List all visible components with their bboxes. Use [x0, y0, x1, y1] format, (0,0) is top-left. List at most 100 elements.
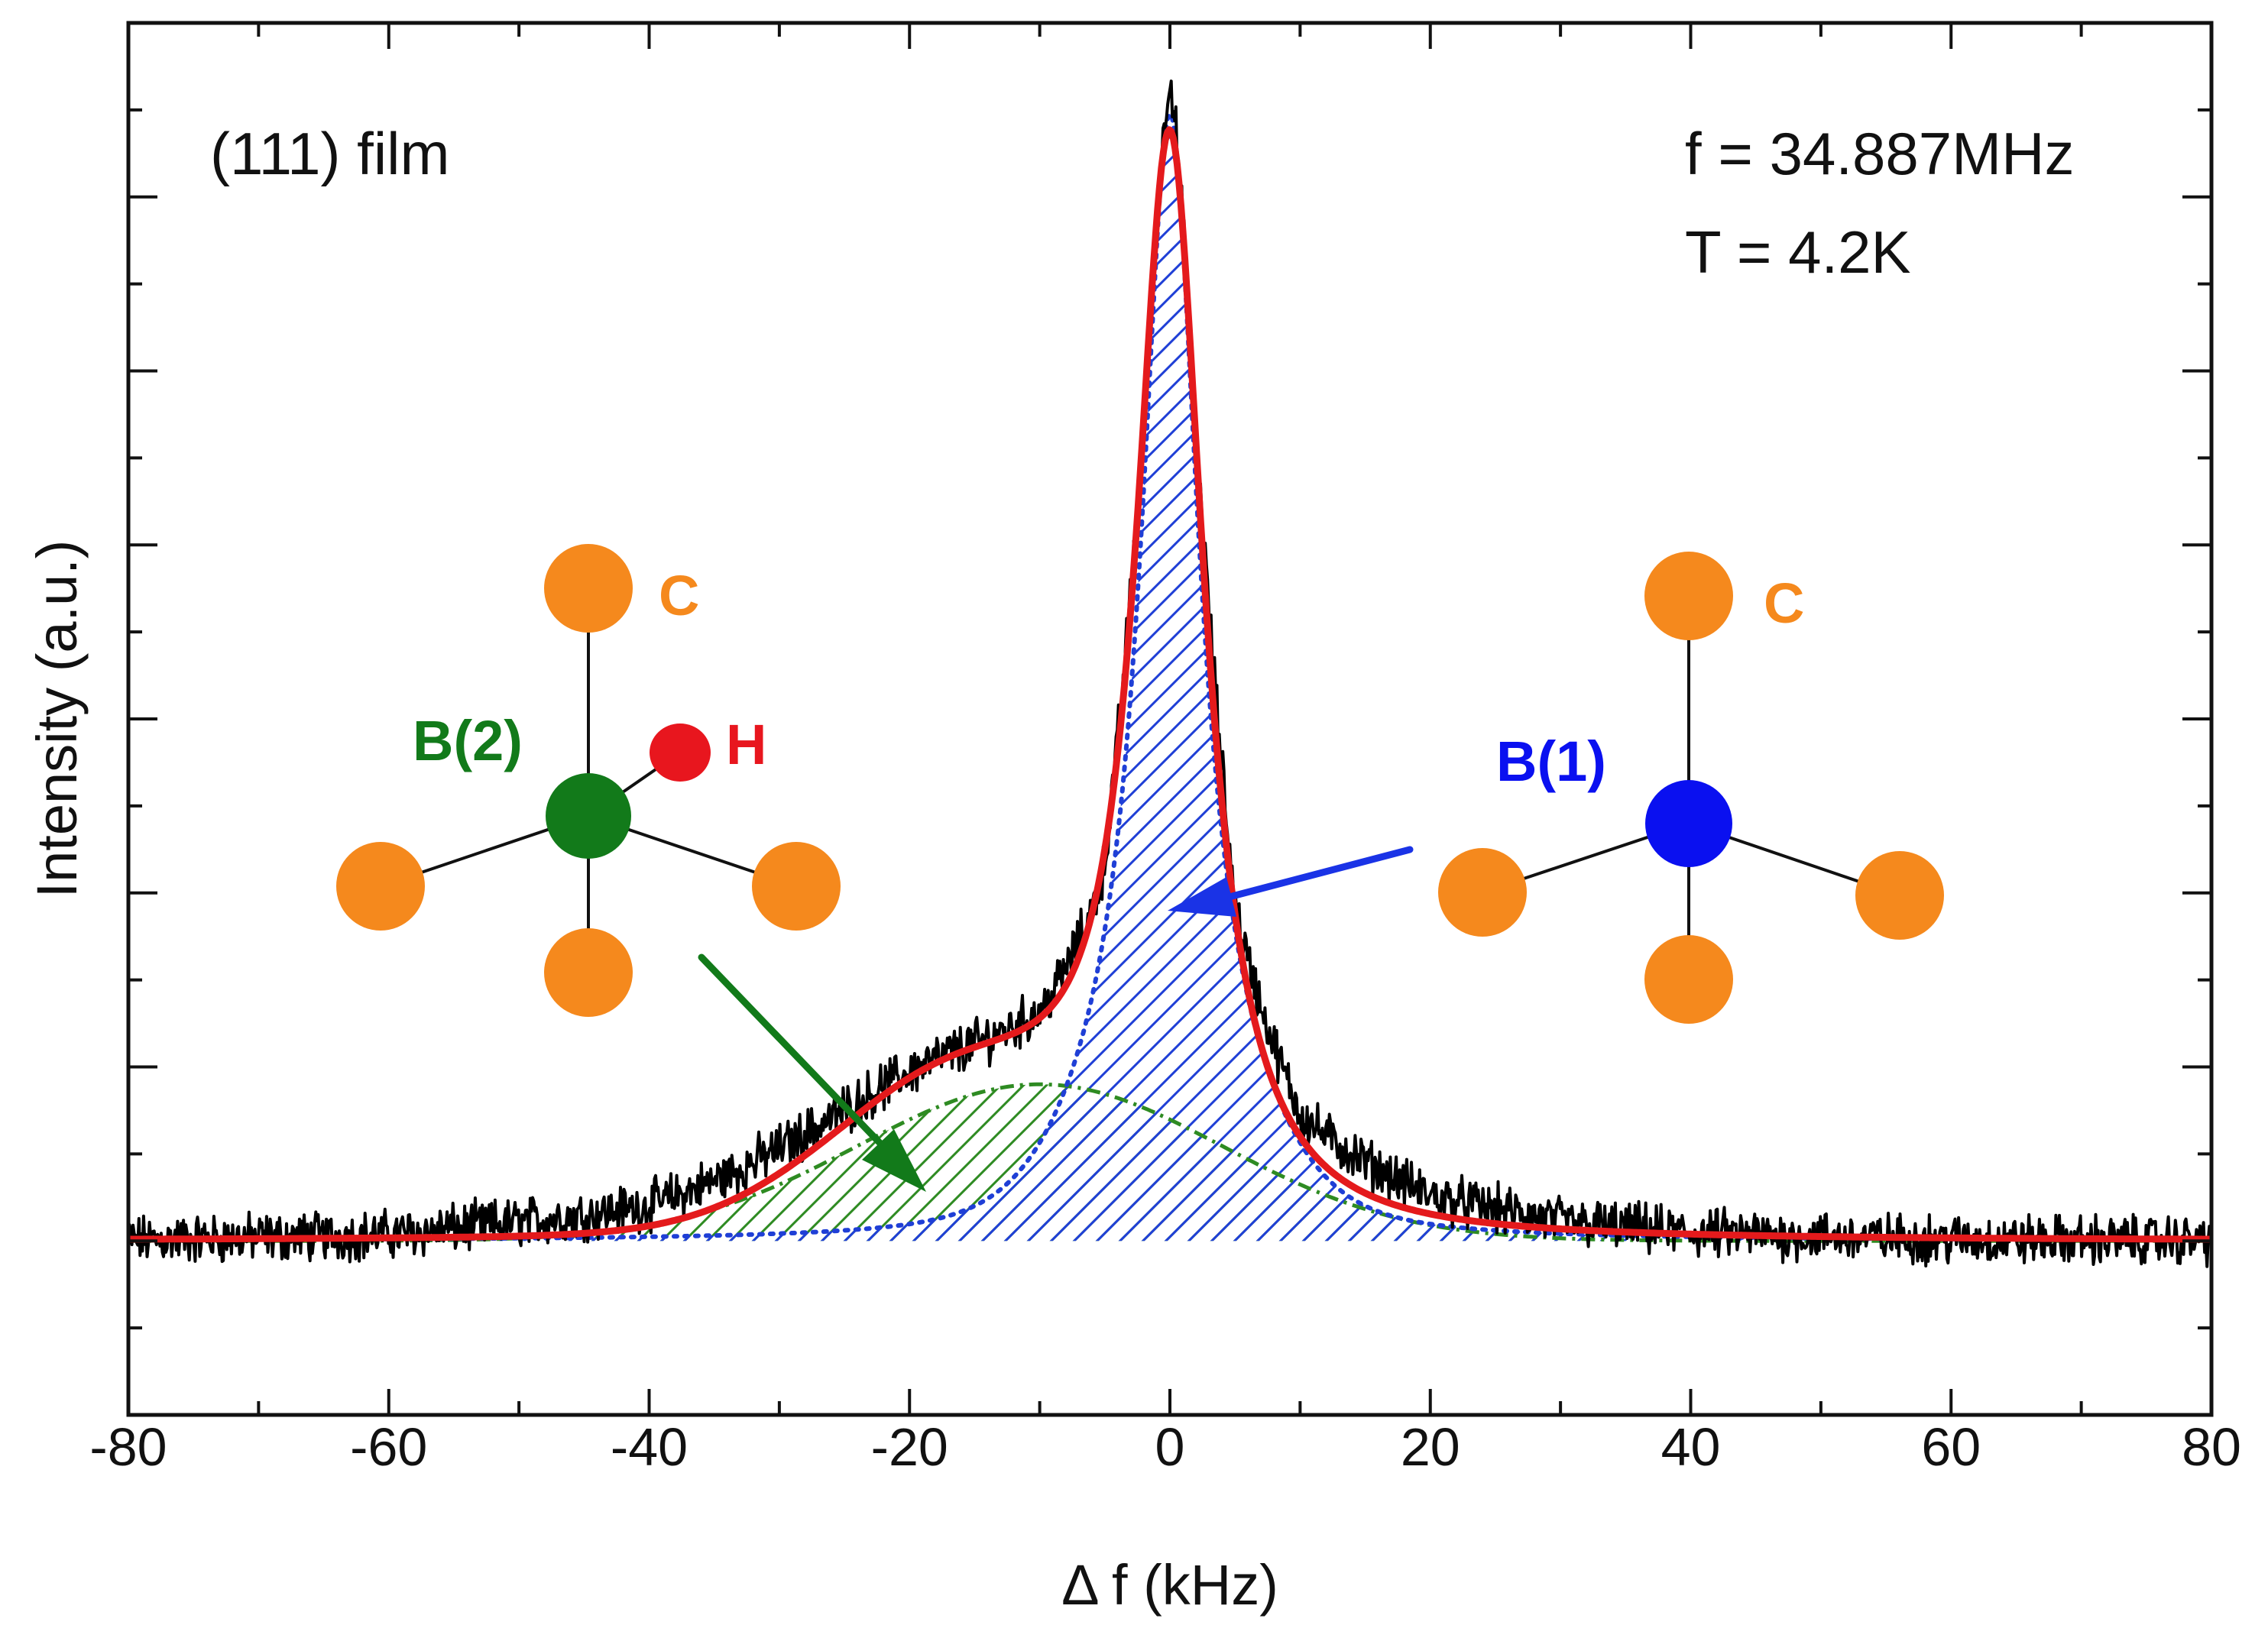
- b1-hatch-line: [1015, 113, 2211, 1241]
- carbon-atom-left: [336, 842, 425, 931]
- b2-hatch-line: [1152, 1084, 1843, 1241]
- b2-hatch-line: [992, 1084, 1683, 1241]
- b1-hatch-line: [877, 113, 2211, 1241]
- x-tick-label: 20: [1401, 1417, 1460, 1477]
- b2-hatch-line: [167, 1084, 857, 1241]
- b2-hatch-line: [1244, 1084, 1935, 1241]
- b2-molecule: C H B(2): [336, 544, 841, 1017]
- b2-label: B(2): [413, 709, 523, 772]
- b1-hatch-line: [2161, 113, 2211, 1241]
- total-fit-line: [128, 126, 2211, 1243]
- b2-hatch-line: [128, 1084, 766, 1241]
- b1-hatch-line: [900, 113, 2211, 1241]
- b1-hatch-line: [2115, 113, 2211, 1241]
- b1-label: B(1): [1496, 730, 1606, 793]
- b2-hatch-line: [128, 1084, 605, 1241]
- b1-hatch-line: [1932, 113, 2211, 1241]
- b2-hatch-line: [1703, 1084, 2211, 1241]
- carbon-atom-left: [1438, 848, 1527, 937]
- b1-hatch-line: [1909, 113, 2211, 1241]
- b2-hatch-line: [128, 1084, 789, 1241]
- measured-spectrum-line: [128, 79, 2211, 1268]
- b1-hatch-line: [128, 113, 1201, 1241]
- b2-hatch-line: [2092, 1084, 2211, 1241]
- b2-hatch-line: [128, 1084, 812, 1241]
- frequency-annotation: f = 34.887MHz: [1685, 120, 2074, 187]
- y-axis-title: Intensity (a.u.): [25, 540, 89, 898]
- b2-hatch-line: [2207, 1084, 2211, 1241]
- b2-hatch-line: [1932, 1084, 2211, 1241]
- b2-hatch-line: [350, 1084, 1041, 1241]
- b2-hatch-line: [2184, 1084, 2211, 1241]
- carbon-atom-top: [1644, 552, 1733, 640]
- b1-hatch-line: [2207, 113, 2211, 1241]
- hydrogen-atom: [650, 724, 711, 782]
- b2-hatch-line: [946, 1084, 1637, 1241]
- b1-hatch-line: [128, 113, 1155, 1241]
- b1-hatch-fill: [128, 38, 2268, 1413]
- hatch-layer: [128, 38, 2268, 1413]
- b2-hatch-line: [1794, 1084, 2211, 1241]
- b2-hatch-line: [1840, 1084, 2211, 1241]
- b2-arrow: [698, 953, 926, 1192]
- b2-hatch-line: [1748, 1084, 2211, 1241]
- b1-hatch-line: [1084, 113, 2211, 1241]
- carbon-atom-top: [544, 544, 633, 633]
- b1-hatch-line: [128, 113, 651, 1241]
- b2-hydrogen-label: H: [726, 713, 766, 776]
- b2-hatch-line: [1450, 1084, 2141, 1241]
- carbon-atom-bottom: [544, 928, 633, 1017]
- b2-hatch-line: [1771, 1084, 2211, 1241]
- boron-atom-b1: [1645, 780, 1732, 867]
- b1-hatch-line: [2254, 38, 2268, 1413]
- b2-hatch-line: [396, 1084, 1087, 1241]
- b2-hatch-line: [1725, 1084, 2211, 1241]
- b2-hatch-line: [190, 1084, 880, 1241]
- sample-annotation: (111) film: [210, 120, 450, 187]
- b2-hatch-line: [1680, 1084, 2211, 1241]
- b1-hatch-line: [2184, 113, 2211, 1241]
- x-tick-labels: -80 -60 -40 -20 0 20 40 60 80: [89, 1417, 2241, 1477]
- b1-hatch-line: [2023, 113, 2211, 1241]
- b1-molecule: C B(1): [1438, 552, 1944, 1024]
- b2-hatch-line: [2138, 1084, 2211, 1241]
- b2-hatch-line: [1496, 1084, 2187, 1241]
- b1-hatch-line: [2069, 113, 2211, 1241]
- x-tick-label: 0: [1155, 1417, 1185, 1477]
- b2-hatch-line: [717, 1084, 1408, 1241]
- ticks-layer: [127, 21, 2213, 1416]
- x-axis-title: Δ f (kHz): [1061, 1553, 1278, 1617]
- b1-hatch-line: [128, 113, 1110, 1241]
- b2-hatch-line: [1519, 1084, 2210, 1241]
- carbon-atom-right: [1855, 851, 1944, 940]
- b1-carbon-label: C: [1764, 571, 1804, 635]
- b2-hatch-line: [1221, 1084, 1912, 1241]
- b2-hatch-line: [128, 1084, 628, 1241]
- b1-hatch-line: [128, 113, 1132, 1241]
- b1-hatch-line: [1565, 113, 2211, 1241]
- x-tick-label: -20: [871, 1417, 948, 1477]
- b2-hatch-line: [2161, 1084, 2211, 1241]
- x-tick-label: -60: [350, 1417, 427, 1477]
- b1-hatch-line: [969, 113, 2211, 1241]
- b2-hatch-line: [419, 1084, 1110, 1241]
- b2-hatch-line: [2069, 1084, 2211, 1241]
- x-tick-label: 80: [2182, 1417, 2241, 1477]
- boron-atom-b2: [546, 773, 631, 859]
- b2-hatch-line: [1198, 1084, 1889, 1241]
- carbon-atom-bottom: [1644, 935, 1733, 1024]
- b2-hatch-line: [1267, 1084, 1958, 1241]
- x-tick-label: 60: [1921, 1417, 1981, 1477]
- b2-hatch-line: [1909, 1084, 2211, 1241]
- b1-hatch-line: [1978, 113, 2211, 1241]
- b2-hatch-line: [671, 1084, 1362, 1241]
- b1-hatch-line: [128, 113, 674, 1241]
- b2-hatch-line: [1405, 1084, 2095, 1241]
- carbon-atom-right: [752, 842, 841, 931]
- b2-hatch-line: [648, 1084, 1339, 1241]
- x-tick-label: -80: [89, 1417, 167, 1477]
- b1-hatch-line: [2001, 113, 2211, 1241]
- b2-hatch-line: [2023, 1084, 2211, 1241]
- b2-hatch-line: [1657, 1084, 2211, 1241]
